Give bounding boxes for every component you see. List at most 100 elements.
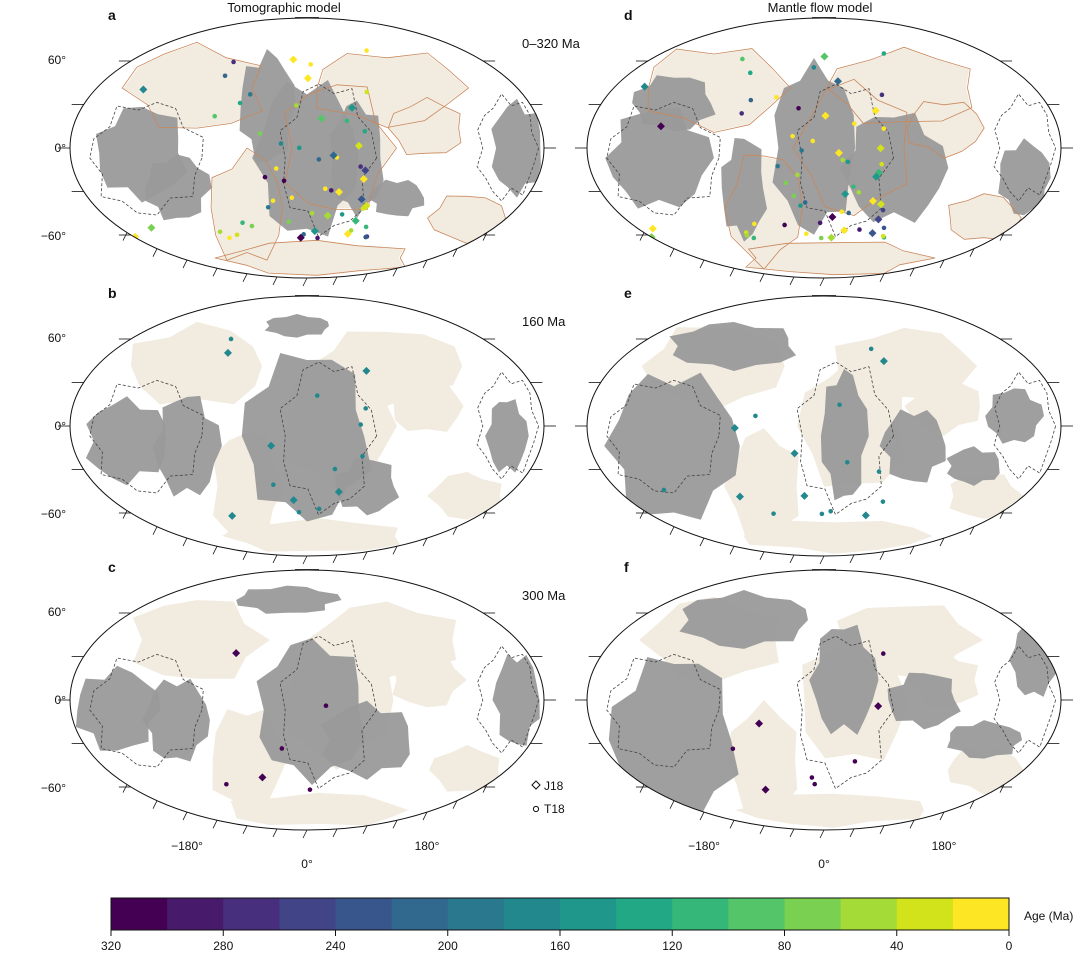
t18-sample — [222, 73, 228, 79]
colorbar-segment — [503, 898, 561, 930]
j18-sample — [362, 201, 371, 210]
j18-sample — [303, 74, 312, 83]
lon-tick — [302, 277, 308, 287]
t18-sample — [881, 126, 887, 131]
t18-sample — [257, 131, 263, 136]
j18-sample — [828, 213, 837, 222]
t18-sample — [227, 235, 232, 241]
j18-sample — [648, 224, 657, 233]
t18-sample — [278, 141, 284, 146]
lat-label: 0° — [55, 419, 67, 433]
t18-sample — [316, 157, 322, 162]
gray-region — [152, 395, 222, 497]
t18-sample — [740, 56, 745, 62]
gray-region — [772, 58, 856, 235]
t18-sample — [364, 89, 370, 95]
gray-region — [887, 672, 961, 730]
lat-label: −60° — [41, 507, 66, 521]
gray-region — [492, 654, 540, 746]
gray-region — [321, 700, 410, 780]
j18-sample — [761, 785, 770, 794]
t18-sample — [262, 174, 268, 180]
t18-sample — [783, 180, 789, 186]
gray-region — [998, 138, 1051, 216]
lon-tick — [669, 526, 675, 535]
t18-sample — [748, 97, 754, 103]
gray-region — [264, 314, 329, 338]
j18-sample — [841, 189, 850, 198]
t18-sample — [881, 225, 887, 231]
land-region — [726, 700, 798, 812]
j18-sample — [827, 233, 836, 242]
t18-sample — [804, 231, 809, 237]
gray-region — [632, 75, 716, 132]
j18-sample — [834, 148, 843, 157]
j18-sample — [289, 55, 298, 64]
lon-label: 0° — [301, 857, 313, 871]
colorbar-segment — [672, 898, 729, 930]
t18-sample — [249, 223, 255, 229]
lat-label: −60° — [41, 781, 66, 795]
j18-sample — [335, 188, 344, 197]
t18-sample — [289, 195, 295, 200]
t18-sample — [362, 128, 368, 134]
land-region — [132, 600, 270, 679]
lon-tick — [789, 554, 795, 564]
plate-outline — [476, 645, 540, 754]
coastline — [826, 46, 973, 124]
j18-sample — [329, 151, 338, 160]
colorbar-tick-label: 120 — [662, 939, 682, 953]
t18-sample — [879, 161, 884, 167]
lon-tick — [849, 828, 855, 838]
t18-sample — [358, 164, 363, 169]
lon-tick — [422, 537, 428, 547]
plate-outline — [279, 83, 378, 238]
lon-tick — [789, 276, 795, 286]
lon-tick — [639, 510, 645, 519]
t18-sample — [791, 193, 797, 199]
t18-sample — [301, 232, 306, 237]
plate-outline — [89, 653, 204, 768]
age-label: 300 Ma — [522, 588, 566, 603]
gray-region — [142, 678, 210, 762]
lon-tick — [639, 784, 645, 793]
t18-sample — [795, 172, 800, 178]
panel-letter-a: a — [108, 7, 116, 23]
lon-label: −180° — [171, 839, 203, 853]
land-region — [392, 654, 467, 708]
lon-tick — [302, 555, 308, 565]
lon-tick — [122, 784, 128, 793]
lon-tick — [699, 259, 705, 269]
lon-tick — [759, 825, 765, 834]
lon-tick — [699, 537, 705, 547]
land-region — [131, 321, 263, 405]
j18-sample — [361, 166, 370, 175]
t18-sample — [332, 466, 338, 472]
t18-sample — [880, 499, 886, 504]
j18-sample — [228, 511, 237, 520]
lon-tick — [482, 232, 488, 241]
t18-sample — [811, 65, 817, 70]
t18-sample — [798, 203, 803, 208]
lat-label: −60° — [41, 229, 66, 243]
t18-sample — [846, 210, 852, 216]
gray-region — [485, 399, 529, 473]
colorbar-segment — [952, 898, 1010, 930]
gray-region — [85, 396, 167, 486]
lon-tick — [939, 811, 945, 821]
t18-sample — [810, 138, 816, 144]
colorbar-tick-label: 0 — [1006, 939, 1013, 953]
lon-tick — [999, 784, 1005, 793]
t18-sample — [273, 166, 279, 171]
t18-sample — [309, 210, 315, 216]
t18-sample — [339, 212, 345, 217]
t18-sample — [270, 198, 276, 204]
lon-tick — [392, 546, 398, 555]
colorbar-segment — [279, 898, 336, 930]
t18-sample — [782, 222, 787, 228]
lon-tick — [819, 829, 825, 839]
symbol-legend: J18 T18 — [531, 779, 565, 816]
lon-tick — [212, 268, 218, 277]
lon-tick — [152, 526, 158, 535]
